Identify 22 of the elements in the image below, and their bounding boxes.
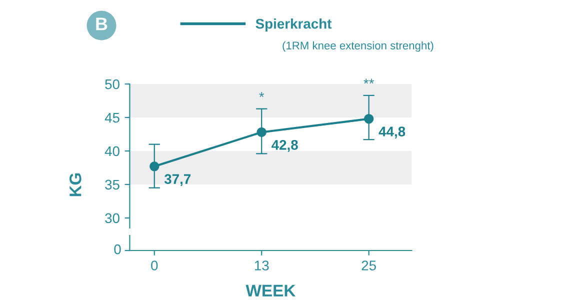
chart-title: B bbox=[96, 18, 108, 30]
text: (1RM knee extension strenght) bbox=[282, 41, 434, 52]
x-tick-label: 0 bbox=[151, 260, 158, 270]
point bbox=[256, 127, 266, 138]
y-tick-label: 30 bbox=[105, 213, 120, 224]
point bbox=[364, 114, 374, 124]
x-tick-label: 13 bbox=[254, 260, 269, 270]
x-tick-label: 25 bbox=[362, 260, 376, 270]
y-tick-label: 45 bbox=[104, 112, 120, 123]
legend-label: Spierkracht bbox=[256, 18, 332, 32]
y-tick-label: 50 bbox=[105, 79, 120, 90]
data-label: 42,8 bbox=[272, 140, 298, 152]
annotation: * bbox=[259, 92, 264, 98]
point bbox=[150, 162, 160, 172]
y-tick-label: 40 bbox=[104, 146, 120, 156]
y-axis-title: KG bbox=[70, 173, 82, 196]
text: 0 bbox=[114, 244, 121, 254]
data-label: 44,8 bbox=[378, 126, 406, 138]
data-label: 37,7 bbox=[164, 174, 191, 186]
x-axis-title: WEEK bbox=[246, 284, 296, 296]
annotation: ** bbox=[364, 78, 374, 84]
y-tick-label: 35 bbox=[105, 180, 120, 190]
